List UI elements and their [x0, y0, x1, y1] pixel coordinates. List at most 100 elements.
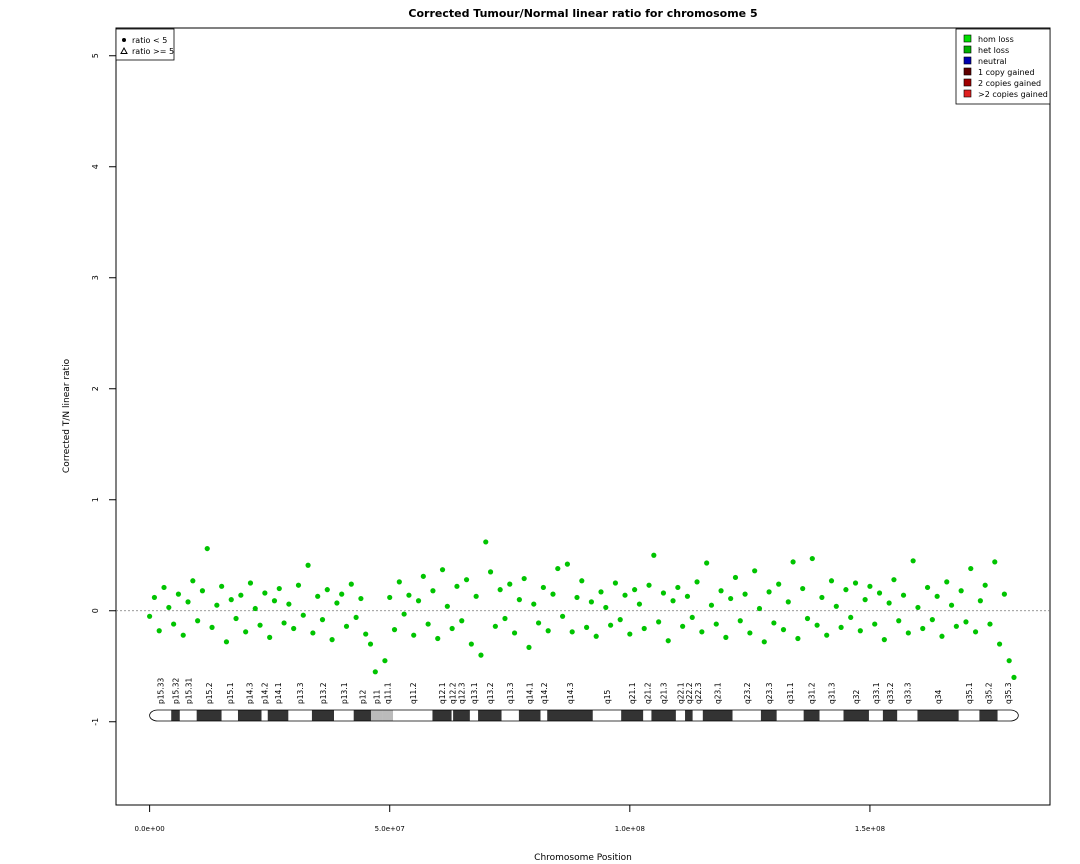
data-point: [982, 582, 988, 588]
data-point: [454, 583, 460, 589]
data-point: [502, 615, 508, 622]
band-label: p15.32: [172, 678, 181, 704]
data-point: [487, 569, 494, 575]
ideogram-band: [501, 710, 519, 721]
data-point: [151, 594, 158, 601]
data-point: [185, 599, 191, 605]
data-point: [420, 573, 426, 579]
band-label: q35.2: [985, 682, 994, 704]
data-point: [473, 593, 479, 599]
data-point: [896, 618, 902, 624]
ideogram-band: [675, 710, 686, 721]
legend-label: hom loss: [978, 35, 1014, 44]
ideogram-band: [882, 710, 898, 721]
y-tick-label: 0: [91, 608, 100, 613]
ideogram-band: [979, 710, 998, 721]
data-point: [228, 597, 234, 603]
legend-swatch: [963, 45, 972, 54]
band-label: p14.3: [246, 682, 255, 704]
data-point: [723, 634, 729, 640]
data-point: [329, 637, 335, 643]
ideogram-band: [518, 710, 541, 721]
legend-label: 2 copies gained: [978, 79, 1041, 88]
data-point: [334, 600, 340, 606]
data-point: [1011, 674, 1017, 680]
data-point: [790, 559, 796, 565]
data-point: [1001, 591, 1007, 597]
legend-box: [955, 28, 1051, 105]
ideogram-band: [334, 710, 354, 721]
data-point: [920, 625, 926, 632]
data-point: [305, 562, 311, 568]
band-label: p15.1: [226, 682, 235, 704]
data-point: [684, 593, 691, 599]
data-point: [521, 575, 527, 582]
band-label: q33.3: [903, 682, 912, 704]
data-point: [247, 580, 254, 586]
data-point: [646, 582, 652, 588]
band-label: p14.1: [274, 682, 283, 704]
data-point: [752, 568, 758, 574]
band-label: p13.2: [319, 682, 328, 704]
data-point: [516, 597, 522, 603]
band-label: q12.2: [448, 682, 457, 704]
y-tick-label: 5: [91, 53, 100, 58]
data-point: [190, 578, 196, 584]
data-point: [708, 602, 715, 608]
data-point: [862, 597, 868, 603]
data-point: [627, 631, 633, 637]
data-point: [1006, 658, 1012, 664]
data-point: [252, 605, 258, 612]
y-tick-label: 4: [91, 164, 100, 169]
ideogram-band: [393, 710, 433, 721]
band-label: q22.1: [676, 682, 685, 704]
legend-swatch: [963, 78, 972, 87]
y-tick-label: 3: [91, 275, 100, 280]
ideogram-band: [171, 710, 180, 721]
data-point: [718, 588, 724, 594]
data-point: [324, 587, 330, 593]
data-point: [987, 621, 993, 627]
data-point: [636, 601, 643, 607]
data-point: [857, 628, 863, 634]
data-point: [910, 558, 916, 564]
shape-legend-box: [115, 28, 175, 61]
ideogram-band: [370, 710, 383, 721]
data-point: [867, 583, 873, 589]
data-point: [972, 629, 979, 635]
legend-symbol: [122, 38, 126, 42]
ideogram-outline: [149, 709, 1019, 722]
data-point: [233, 615, 239, 622]
data-point: [689, 614, 695, 621]
data-point: [838, 624, 844, 631]
y-tick-label: 2: [91, 386, 100, 391]
ideogram-band: [692, 710, 703, 721]
band-label: q13.3: [506, 682, 515, 704]
legend-label: ratio < 5: [132, 36, 167, 45]
ideogram-band: [643, 710, 652, 721]
data-point: [391, 627, 398, 633]
data-point: [660, 590, 667, 596]
data-point: [584, 624, 590, 631]
data-point: [728, 595, 734, 602]
band-label: q14.2: [540, 682, 549, 704]
ideogram-band: [469, 710, 479, 721]
data-point: [319, 617, 326, 623]
data-point: [564, 561, 570, 567]
data-point: [872, 621, 878, 627]
data-point: [929, 617, 935, 623]
data-point: [632, 587, 638, 593]
ideogram-band: [819, 710, 844, 721]
band-label: q15: [603, 689, 612, 704]
data-point: [651, 552, 657, 558]
data-point: [171, 621, 177, 627]
band-label: p15.2: [205, 682, 214, 704]
band-label: q33.1: [872, 682, 881, 704]
data-point: [540, 584, 546, 591]
ideogram-band: [958, 710, 980, 721]
data-point: [449, 625, 455, 632]
data-point: [483, 539, 489, 545]
data-point: [166, 604, 172, 611]
data-point: [281, 620, 287, 626]
data-point: [444, 603, 450, 609]
